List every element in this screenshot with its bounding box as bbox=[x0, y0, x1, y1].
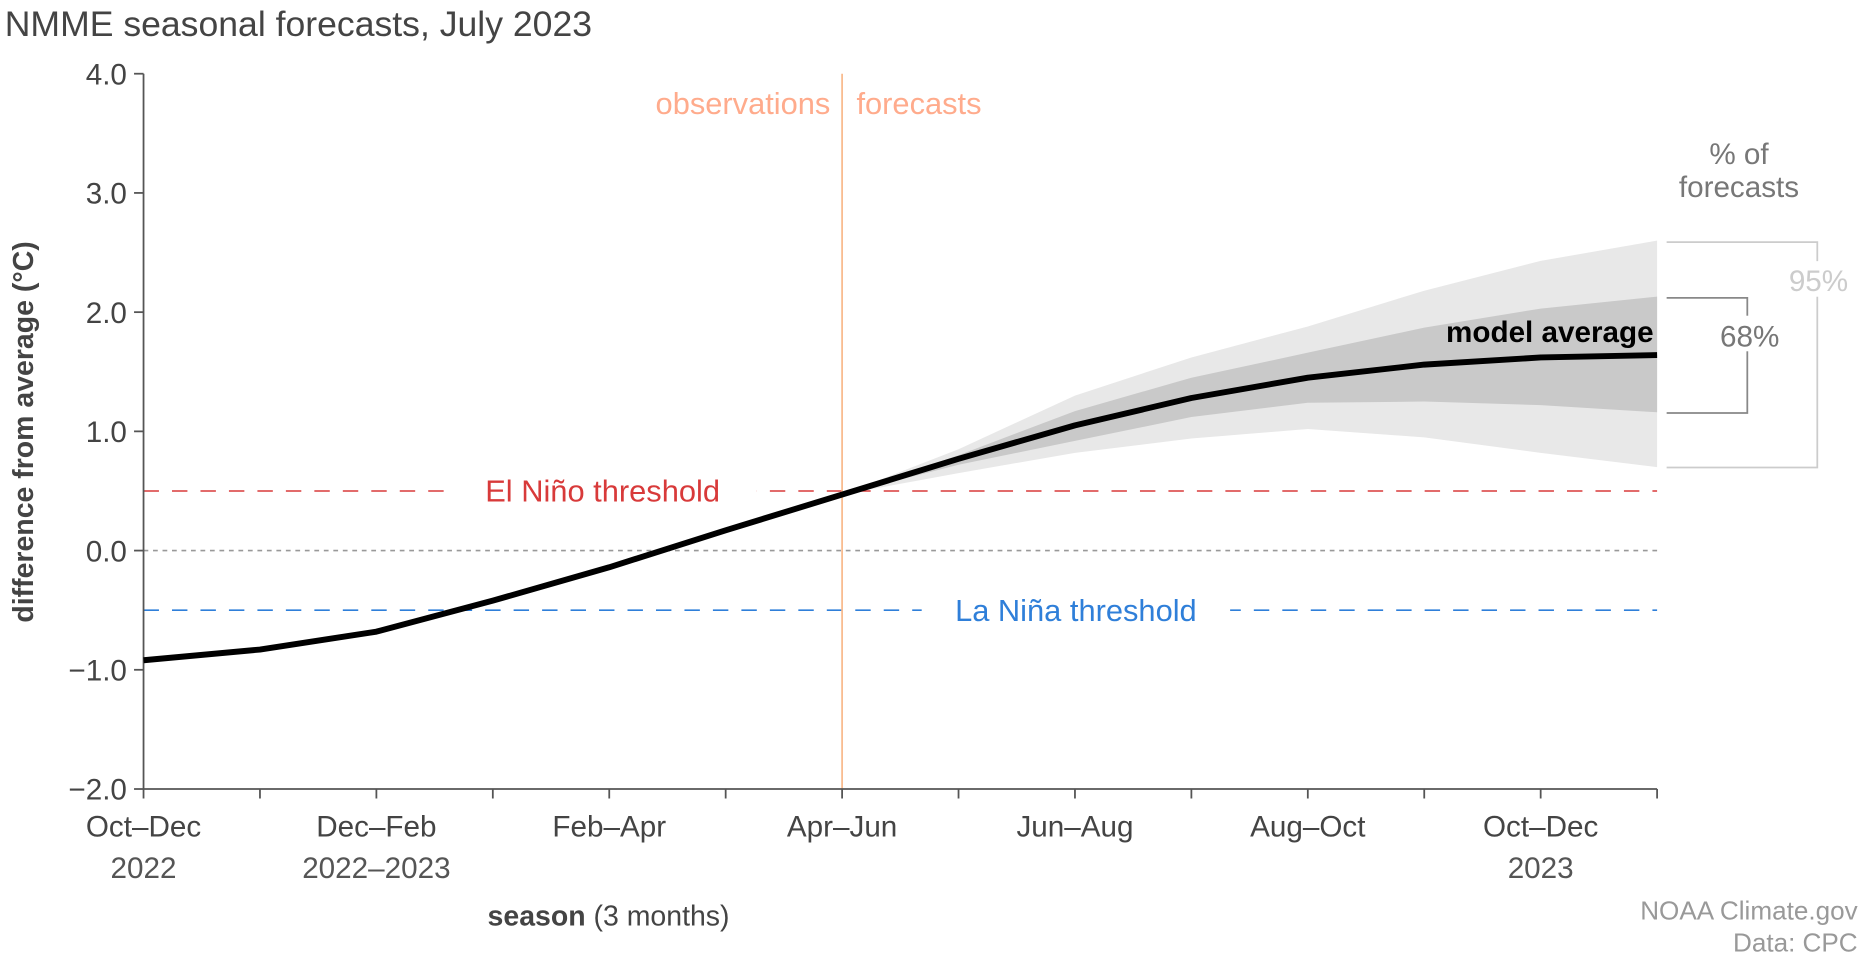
credit-source: NOAA Climate.gov bbox=[1640, 895, 1857, 925]
x-tick-label: Jun–Aug bbox=[1016, 810, 1133, 843]
y-tick-label: −2.0 bbox=[68, 774, 127, 807]
y-axis-label: difference from average (°C) bbox=[8, 241, 40, 622]
legend-title-1: % of bbox=[1709, 138, 1769, 171]
y-tick-label: 1.0 bbox=[86, 416, 127, 449]
x-tick-label: Oct–Dec bbox=[86, 810, 201, 843]
x-tick-year-label: 2023 bbox=[1508, 852, 1574, 885]
legend-68-label: 68% bbox=[1720, 321, 1779, 354]
x-axis-label-bold: season bbox=[488, 900, 586, 932]
model-average-label: model average bbox=[1446, 316, 1654, 349]
x-axis-label: season (3 months) bbox=[488, 900, 730, 932]
series bbox=[143, 352, 1658, 664]
credit-data: Data: CPC bbox=[1733, 928, 1858, 958]
bracket-95 bbox=[1666, 241, 1819, 469]
divider-label-observations: observations bbox=[656, 86, 831, 121]
x-tick-label: Aug–Oct bbox=[1250, 810, 1366, 843]
y-tick-label: 2.0 bbox=[86, 297, 127, 330]
axes: 4.03.02.01.00.0−1.0−2.0Oct–Dec2022Dec–Fe… bbox=[68, 58, 1658, 885]
la-nina-threshold-label: La Niña threshold bbox=[955, 593, 1197, 628]
x-tick-year-label: 2022–2023 bbox=[302, 852, 450, 885]
divider-label-forecasts: forecasts bbox=[856, 86, 981, 121]
legend-title-2: forecasts bbox=[1679, 171, 1799, 204]
x-tick-label: Dec–Feb bbox=[316, 810, 436, 843]
y-tick-label: 4.0 bbox=[86, 58, 127, 91]
band-68pct bbox=[842, 296, 1658, 495]
y-tick-label: 0.0 bbox=[86, 535, 127, 568]
threshold-label-bg bbox=[448, 469, 757, 510]
x-axis-label-rest: (3 months) bbox=[586, 900, 730, 932]
legend-95-label: 95% bbox=[1789, 265, 1848, 298]
model-average-line bbox=[143, 352, 1658, 664]
x-tick-label: Apr–Jun bbox=[787, 810, 897, 843]
y-tick-label: −1.0 bbox=[68, 654, 127, 687]
x-tick-year-label: 2022 bbox=[111, 852, 177, 885]
el-nino-threshold-label: El Niño threshold bbox=[485, 474, 720, 509]
chart-title: NMME seasonal forecasts, July 2023 bbox=[5, 4, 592, 44]
y-tick-label: 3.0 bbox=[86, 178, 127, 211]
bracket-68 bbox=[1666, 297, 1749, 414]
threshold-label-bg bbox=[921, 588, 1231, 630]
x-tick-label: Oct–Dec bbox=[1483, 810, 1598, 843]
reference-lines: El Niño threshold La Niña threshold bbox=[143, 73, 1658, 790]
x-tick-label: Feb–Apr bbox=[552, 810, 666, 843]
